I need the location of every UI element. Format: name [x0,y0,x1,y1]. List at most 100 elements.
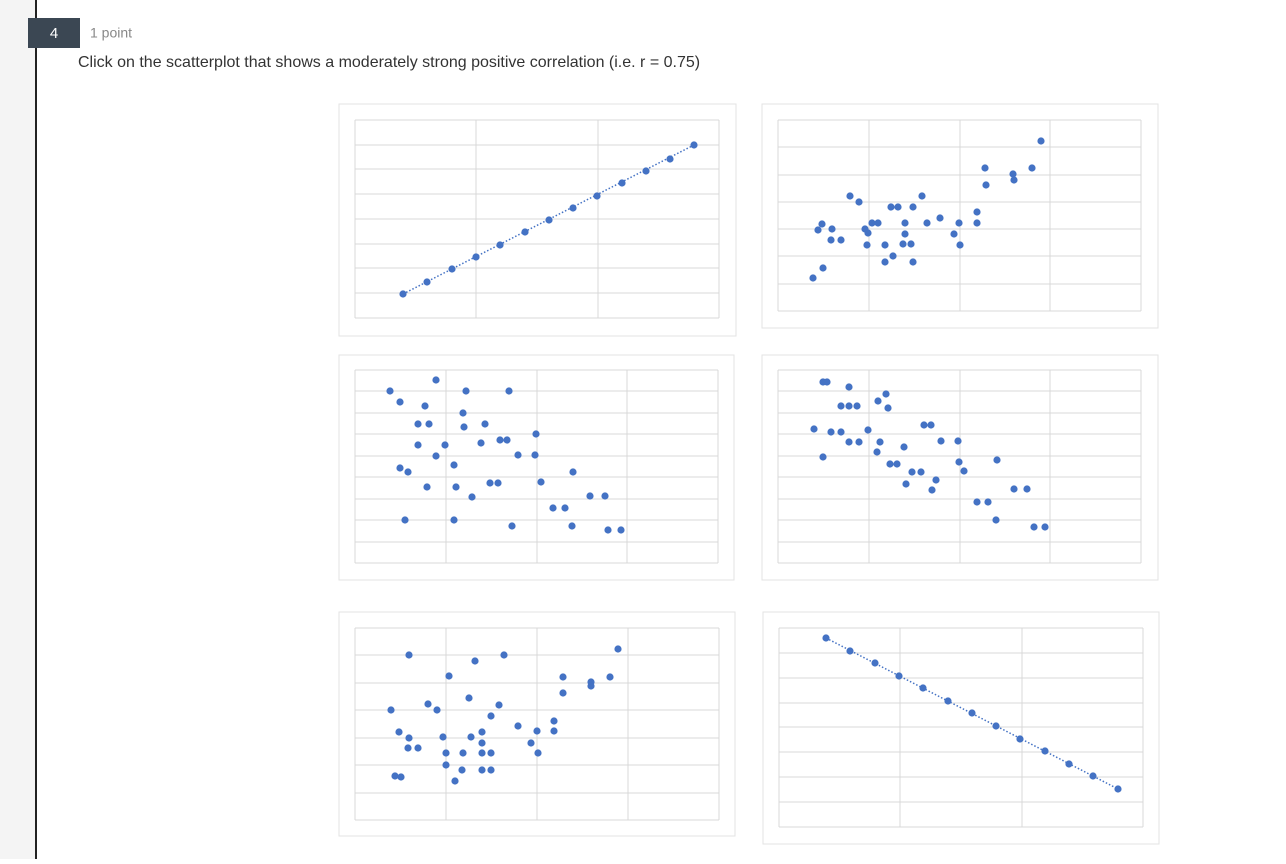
data-point [902,480,910,488]
data-point [810,425,818,433]
data-point [960,467,968,475]
data-point [486,479,494,487]
data-point [919,684,927,692]
data-point [927,421,935,429]
question-text: Click on the scatterplot that shows a mo… [78,54,700,71]
data-point [923,219,931,227]
data-point [845,383,853,391]
data-point [459,409,467,417]
data-point [587,682,595,690]
question-points: 1 point [90,25,132,41]
data-point [569,468,577,476]
data-point [514,722,522,730]
data-point [618,179,626,187]
data-point [423,278,431,286]
option-frame [762,611,1160,845]
data-point [917,468,925,476]
data-point [593,192,601,200]
data-point [601,492,609,500]
data-point [404,468,412,476]
data-point [884,404,892,412]
data-point [894,203,902,211]
data-point [1037,137,1045,145]
data-point [899,240,907,248]
data-point [414,420,422,428]
data-point [886,460,894,468]
data-point [439,733,447,741]
data-point [537,478,545,486]
data-point [459,749,467,757]
data-point [396,464,404,472]
data-point [936,214,944,222]
data-point [533,727,541,735]
data-point [828,225,836,233]
data-point [642,167,650,175]
data-point [973,208,981,216]
data-point [442,761,450,769]
data-point [604,526,612,534]
data-point [845,438,853,446]
data-point [1010,176,1018,184]
data-point [617,526,625,534]
answer-option[interactable] [761,354,1159,581]
data-point [450,461,458,469]
data-point [496,241,504,249]
answer-option[interactable] [762,611,1160,845]
data-point [478,749,486,757]
data-point [846,192,854,200]
data-point [876,438,884,446]
data-point [853,402,861,410]
data-point [920,421,928,429]
data-point [534,749,542,757]
data-point [399,290,407,298]
data-point [460,423,468,431]
data-point [496,436,504,444]
data-point [568,522,576,530]
data-point [405,651,413,659]
data-point [932,476,940,484]
data-point [1010,485,1018,493]
data-point [451,777,459,785]
data-point [478,728,486,736]
data-point [405,734,413,742]
data-point [424,700,432,708]
answer-option[interactable] [338,611,736,837]
data-point [391,772,399,780]
data-point [559,689,567,697]
data-point [955,458,963,466]
data-point [819,453,827,461]
data-point [993,456,1001,464]
data-point [908,468,916,476]
data-point [614,645,622,653]
data-point [690,141,698,149]
answer-option[interactable] [338,103,737,337]
data-point [901,230,909,238]
data-point [887,203,895,211]
data-point [527,739,535,747]
data-point [472,253,480,261]
data-point [1041,523,1049,531]
data-point [893,460,901,468]
data-point [968,709,976,717]
data-point [433,706,441,714]
data-point [1030,523,1038,531]
data-point [937,437,945,445]
data-point [404,744,412,752]
data-point [462,387,470,395]
answer-option[interactable] [338,354,735,581]
data-point [387,706,395,714]
data-point [1009,170,1017,178]
data-point [827,428,835,436]
data-point [864,229,872,237]
data-point [441,441,449,449]
data-point [868,219,876,227]
data-point [471,657,479,665]
answer-option[interactable] [761,103,1159,329]
data-point [823,378,831,386]
data-point [944,697,952,705]
data-point [837,402,845,410]
data-point [1065,760,1073,768]
data-point [918,192,926,200]
data-point [432,452,440,460]
